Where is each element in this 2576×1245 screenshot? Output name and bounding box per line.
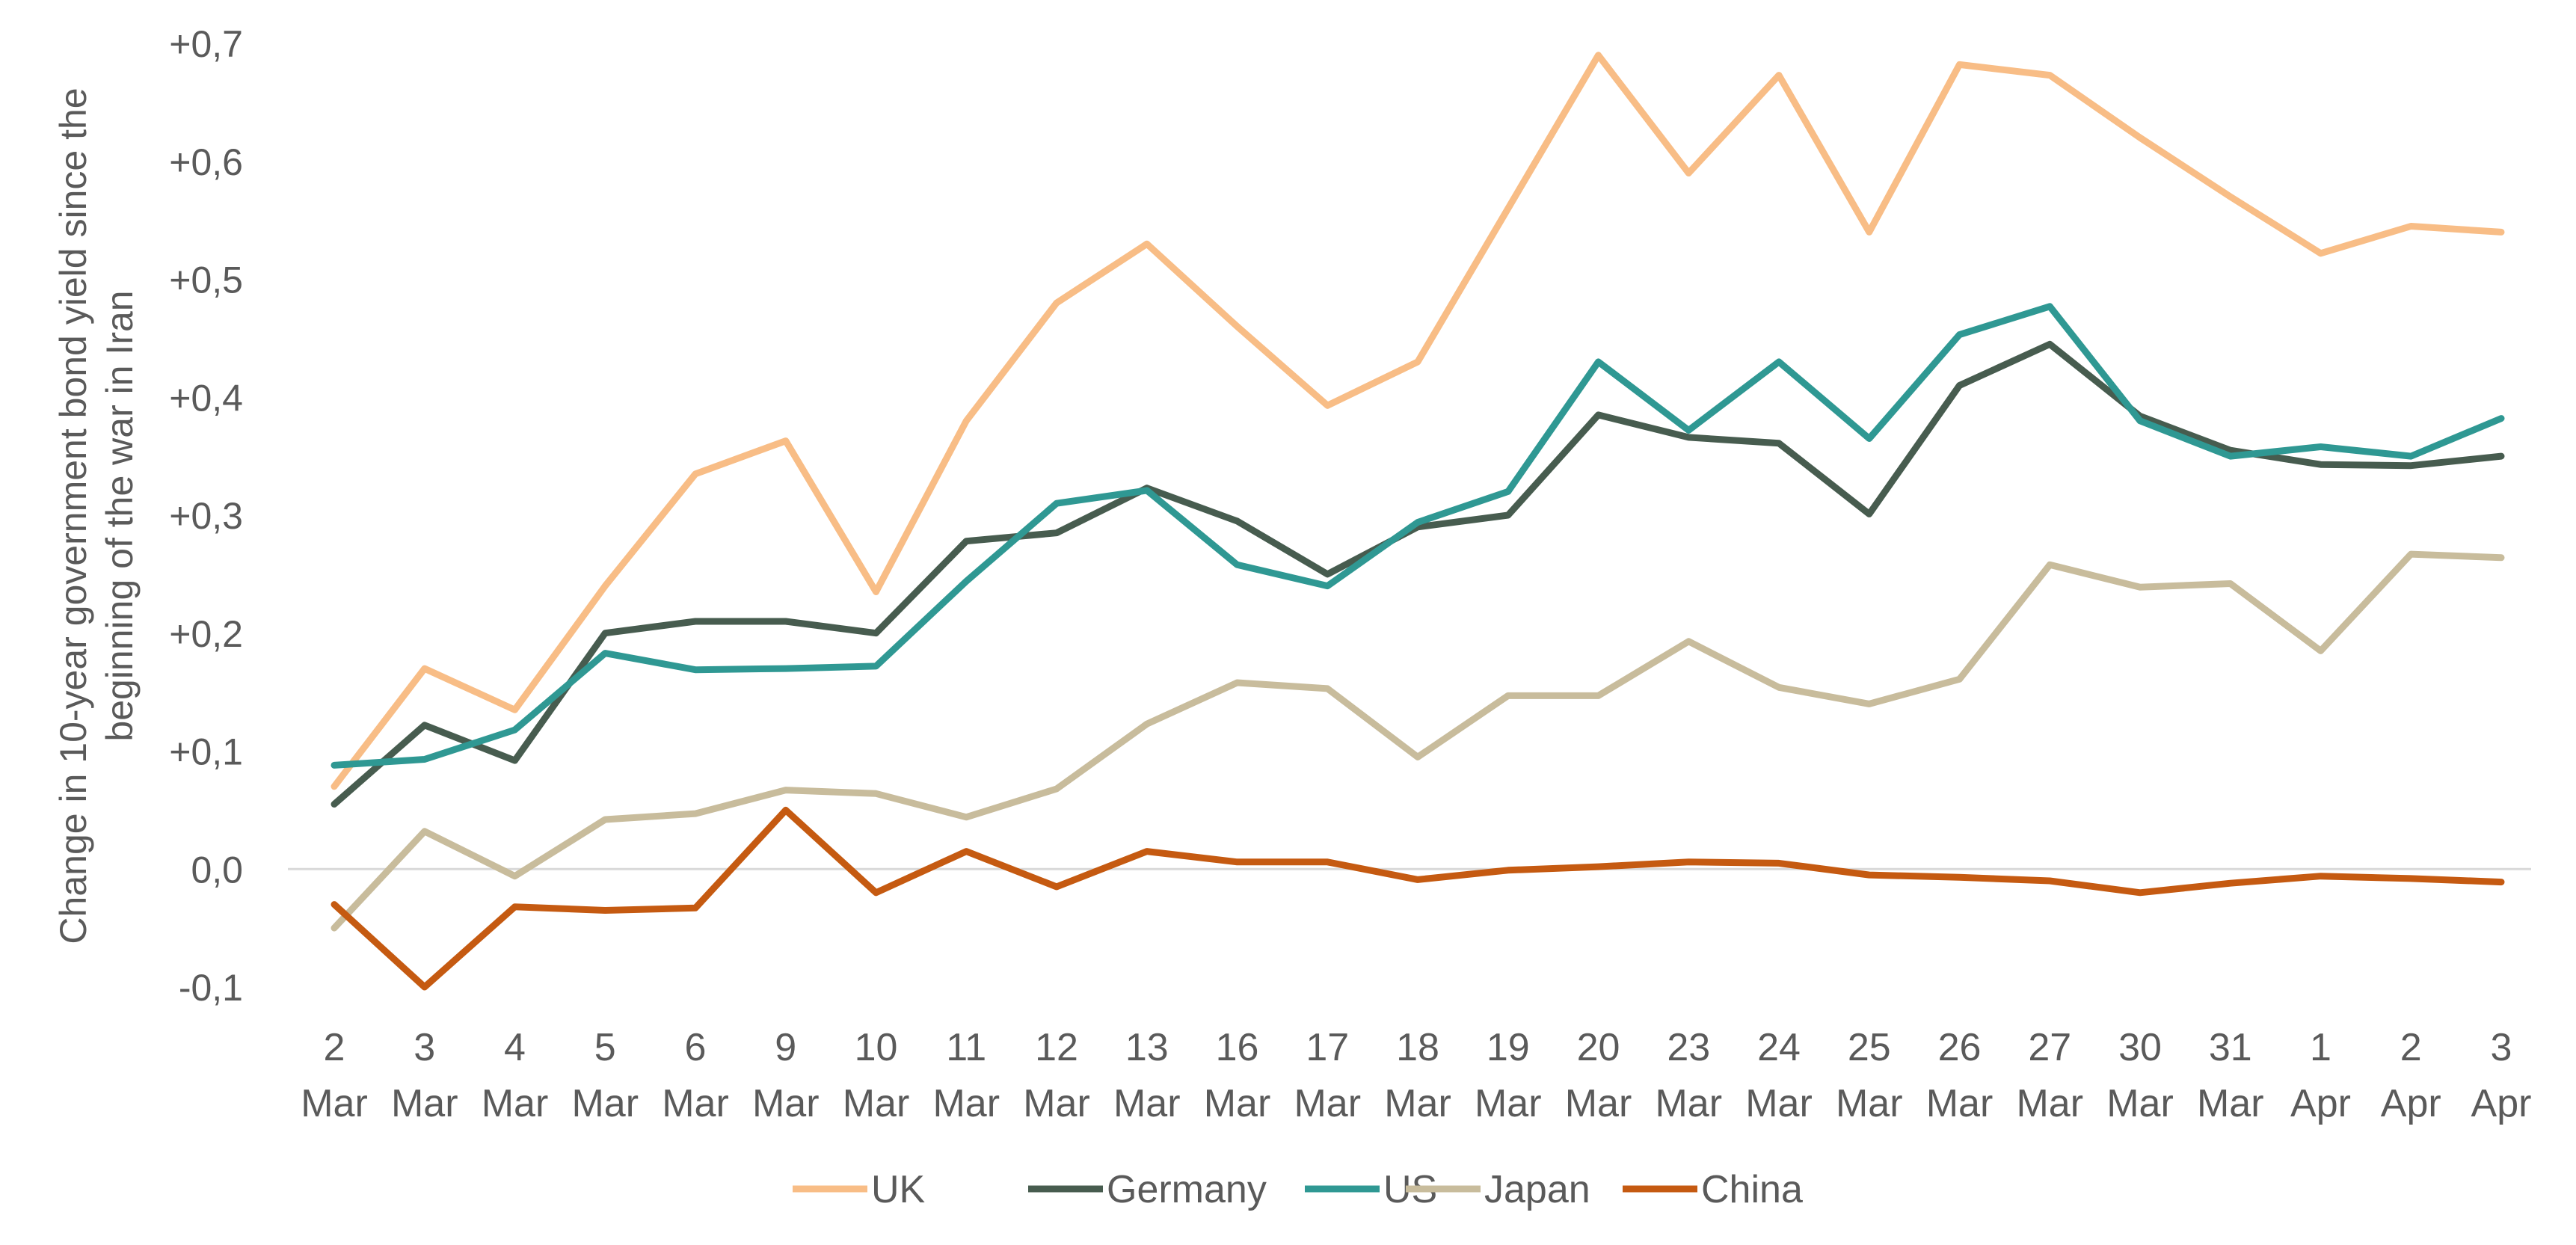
x-tick-label-month: Mar (1113, 1082, 1181, 1125)
x-tick-label-day: 11 (946, 1026, 986, 1069)
legend-label-germany: Germany (1107, 1168, 1267, 1211)
legend-label-japan: Japan (1484, 1168, 1590, 1211)
x-tick-label-day: 12 (1035, 1026, 1078, 1069)
x-tick-label-month: Mar (662, 1082, 729, 1125)
x-tick-label-month: Mar (1565, 1082, 1632, 1125)
x-tick-label-month: Mar (1655, 1082, 1722, 1125)
y-tick-label: +0,4 (169, 377, 243, 419)
x-tick-label-month: Mar (1204, 1082, 1271, 1125)
x-tick-label-month: Mar (932, 1082, 1000, 1125)
x-tick-label-month: Mar (301, 1082, 368, 1125)
x-tick-label-month: Mar (843, 1082, 910, 1125)
x-tick-label-day: 24 (1757, 1026, 1801, 1069)
x-tick-label-month: Mar (482, 1082, 549, 1125)
x-tick-label-month: Mar (571, 1082, 639, 1125)
x-tick-label-day: 26 (1938, 1026, 1982, 1069)
y-axis-ticks: +0,7 +0,6 +0,5 +0,4 +0,3 +0,2 +0,1 0,0 -0,1 (169, 23, 243, 1009)
x-tick-label-day: 2 (324, 1026, 345, 1069)
x-tick-label-month: Mar (1926, 1082, 1994, 1125)
x-tick-label-day: 5 (594, 1026, 616, 1069)
series-line-uk (331, 52, 2505, 790)
x-tick-label-month: Mar (2106, 1082, 2174, 1125)
x-tick-label-month: Apr (2290, 1082, 2351, 1125)
y-axis-label: Change in 10-year government bond yield … (52, 87, 141, 944)
x-tick-label-day: 4 (504, 1026, 526, 1069)
x-tick-label-day: 6 (685, 1026, 707, 1069)
x-tick-label-day: 19 (1487, 1026, 1530, 1069)
x-tick-label-day: 31 (2209, 1026, 2252, 1069)
x-tick-label-day: 13 (1125, 1026, 1169, 1069)
x-tick-label-day: 23 (1667, 1026, 1710, 1069)
x-tick-label-day: 3 (414, 1026, 435, 1069)
x-tick-label-day: 9 (775, 1026, 796, 1069)
series-line-china (331, 806, 2505, 991)
x-tick-label-month: Mar (391, 1082, 458, 1125)
y-tick-label: +0,2 (169, 613, 243, 655)
x-tick-label-day: 30 (2118, 1026, 2162, 1069)
x-tick-label-day: 3 (2491, 1026, 2512, 1069)
y-tick-label: +0,6 (169, 141, 243, 183)
x-tick-label-month: Mar (1475, 1082, 1542, 1125)
legend: UK Germany US Japan China (793, 1168, 1803, 1211)
x-tick-label-month: Apr (2471, 1082, 2532, 1125)
x-tick-label-day: 1 (2310, 1026, 2331, 1069)
y-tick-label: +0,5 (169, 259, 243, 301)
series-line-us (331, 303, 2505, 769)
x-tick-label-month: Mar (2016, 1082, 2083, 1125)
x-axis-ticks: 2Mar3Mar4Mar5Mar6Mar9Mar10Mar11Mar12Mar1… (301, 1026, 2531, 1125)
y-tick-label: -0,1 (179, 967, 243, 1009)
x-tick-label-day: 16 (1216, 1026, 1259, 1069)
y-tick-label: +0,3 (169, 495, 243, 537)
y-tick-label: +0,7 (169, 23, 243, 65)
x-tick-label-month: Mar (752, 1082, 820, 1125)
series-line-germany (331, 340, 2505, 808)
x-tick-label-month: Mar (1836, 1082, 1903, 1125)
x-tick-label-day: 20 (1577, 1026, 1620, 1069)
legend-label-uk: UK (871, 1168, 926, 1211)
series-lines (331, 52, 2505, 991)
y-tick-label: +0,1 (169, 731, 243, 773)
x-tick-label-month: Mar (1294, 1082, 1361, 1125)
x-tick-label-month: Apr (2381, 1082, 2441, 1125)
x-tick-label-month: Mar (1384, 1082, 1451, 1125)
y-axis-title: Change in 10-year government bond yield … (52, 87, 141, 944)
x-tick-label-day: 27 (2028, 1026, 2071, 1069)
x-tick-label-day: 10 (855, 1026, 898, 1069)
x-tick-label-day: 2 (2400, 1026, 2422, 1069)
x-tick-label-month: Mar (2197, 1082, 2264, 1125)
y-tick-label: 0,0 (191, 849, 243, 891)
x-tick-label-day: 25 (1848, 1026, 1891, 1069)
y-axis-label-line: beginning of the war in Iran (99, 290, 141, 741)
x-tick-label-month: Mar (1023, 1082, 1090, 1125)
x-tick-label-day: 17 (1306, 1026, 1349, 1069)
y-axis-label-line: Change in 10-year government bond yield … (52, 87, 94, 944)
x-tick-label-month: Mar (1745, 1082, 1813, 1125)
legend-label-china: China (1701, 1168, 1803, 1211)
x-tick-label-day: 18 (1396, 1026, 1439, 1069)
series-line-japan (331, 550, 2505, 932)
